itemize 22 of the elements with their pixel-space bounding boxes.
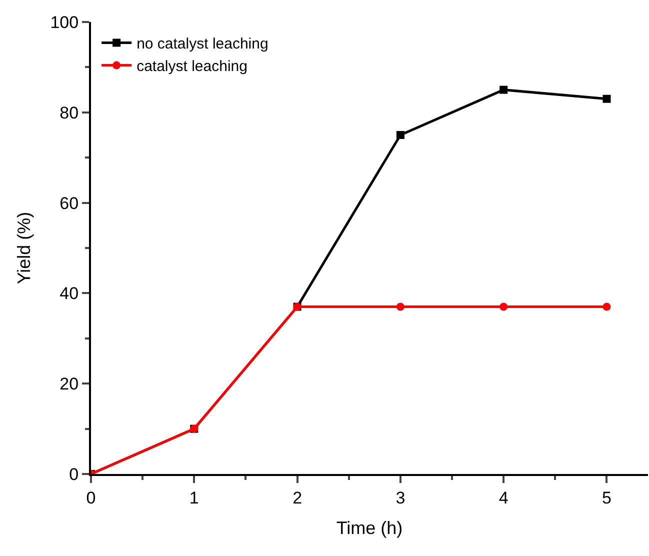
y-tick-label: 100	[50, 12, 79, 32]
point	[396, 131, 404, 139]
point	[500, 302, 508, 311]
x-tick-label: 1	[189, 488, 199, 508]
point	[500, 86, 508, 94]
x-tick-label: 5	[602, 488, 612, 508]
point	[396, 302, 404, 311]
y-tick-label: 20	[60, 374, 79, 394]
x-tick-label: 4	[498, 488, 508, 508]
y-tick-label: 80	[60, 103, 79, 122]
x-tick-label: 2	[292, 488, 302, 508]
y-tick-label: 0	[69, 464, 79, 484]
x-tick-label: 0	[86, 488, 96, 508]
y-axis-title: Yield (%)	[14, 212, 34, 284]
point	[602, 302, 611, 311]
point	[602, 94, 611, 103]
legend-label: no catalyst leaching	[136, 36, 268, 53]
legend-label: catalyst leaching	[136, 58, 248, 76]
x-tick-label: 3	[396, 488, 406, 508]
y-tick-label: 40	[60, 284, 79, 304]
x-axis-title: Time (h)	[336, 518, 403, 538]
y-tick-label: 60	[60, 194, 79, 213]
